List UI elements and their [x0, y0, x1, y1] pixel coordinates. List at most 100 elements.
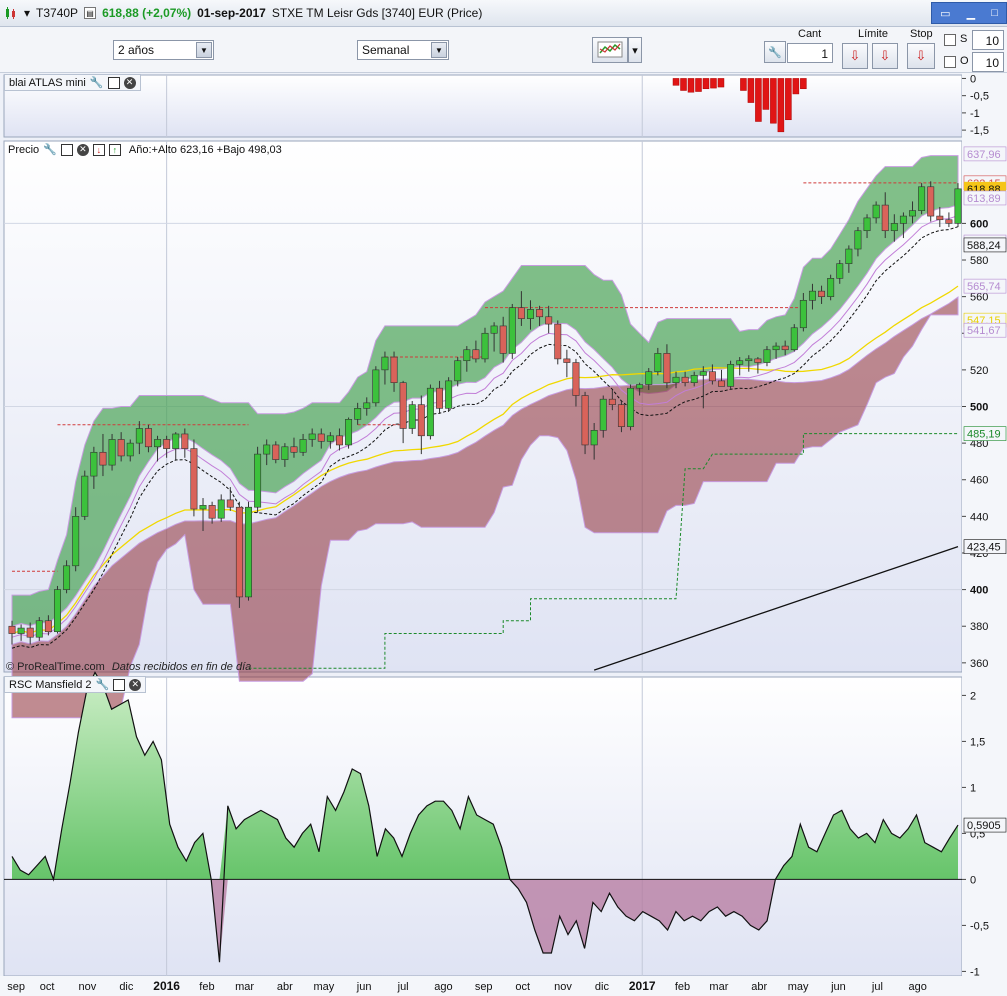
rsc-tick-label: 1 — [970, 782, 976, 794]
price-tick-label: 600 — [970, 218, 988, 230]
atlas-bar — [695, 78, 702, 92]
candle — [408, 401, 416, 434]
candle-body — [53, 589, 61, 633]
candle-body — [208, 505, 216, 519]
candle — [781, 340, 789, 356]
ticker-symbol: T3740P — [36, 6, 79, 20]
x-tick-label: nov — [554, 981, 572, 993]
atlas-bar — [687, 78, 695, 93]
wrench-icon[interactable]: 🔧 — [95, 679, 110, 691]
x-tick-label: dic — [119, 981, 134, 993]
candle — [526, 300, 534, 330]
candle — [199, 498, 207, 532]
candle-body — [326, 435, 334, 442]
close-icon[interactable]: ✕ — [76, 143, 89, 156]
atlas-bar — [717, 78, 725, 88]
candle-body — [617, 404, 625, 427]
candle-body — [854, 230, 862, 250]
candle — [763, 346, 771, 367]
quantity-input[interactable]: 1 — [787, 43, 833, 63]
candle — [563, 349, 571, 378]
price-tick-label: 580 — [970, 255, 988, 267]
order-settings-button[interactable]: 🔧 — [764, 41, 786, 63]
x-tick-label: jun — [356, 981, 372, 993]
chevron-down-icon[interactable]: ▼ — [431, 42, 447, 58]
candle — [481, 327, 489, 363]
candle — [272, 441, 280, 464]
sell-arrow-icon[interactable]: ↓ — [92, 143, 105, 156]
cant-label: Cant — [798, 28, 822, 40]
atlas-bar — [800, 78, 807, 90]
candle — [235, 501, 243, 608]
candle-body — [63, 565, 71, 590]
close-icon[interactable]: ✕ — [129, 678, 142, 691]
x-tick-label: mar — [709, 981, 728, 993]
level-tag — [963, 237, 1007, 253]
candle — [845, 245, 853, 273]
x-tick-label: jul — [871, 981, 883, 993]
candle-body — [727, 364, 735, 387]
candle-body — [790, 327, 798, 351]
limit-sell-icon: ⇩ — [879, 48, 891, 63]
candle-body — [499, 325, 507, 354]
indicators-button[interactable] — [592, 37, 628, 63]
o-value-input[interactable]: 10 — [972, 52, 1004, 72]
wrench-icon[interactable]: 🔧 — [43, 144, 57, 156]
close-icon[interactable]: ✕ — [123, 76, 136, 89]
candle — [699, 366, 707, 409]
candle — [627, 384, 635, 431]
watermark: © ProRealTime.com Datos recibidos en fin… — [6, 661, 251, 673]
level-tag — [963, 539, 1007, 554]
minimize-icon[interactable]: ▁ — [966, 7, 976, 20]
interval-select[interactable]: Semanal ▼ — [357, 40, 449, 60]
window-icon[interactable] — [113, 678, 126, 691]
candle — [90, 446, 98, 489]
chevron-down-icon[interactable]: ▼ — [196, 42, 212, 58]
restore-icon[interactable]: ▭ — [940, 7, 951, 20]
buy-arrow-icon[interactable]: ↑ — [108, 143, 121, 156]
candle — [290, 437, 298, 458]
candle-body — [354, 408, 362, 420]
x-tick-label: may — [313, 981, 334, 993]
s-value-input[interactable]: 10 — [972, 30, 1004, 50]
window-icon[interactable] — [107, 76, 120, 89]
candle-body — [872, 204, 880, 219]
period-select[interactable]: 2 años ▼ — [113, 40, 214, 60]
candle — [372, 366, 380, 407]
candle — [663, 344, 671, 389]
candle — [490, 322, 498, 352]
candle — [390, 351, 398, 392]
candle — [863, 214, 871, 239]
atlas-bar — [672, 78, 680, 86]
x-tick-label: sep — [7, 981, 25, 993]
candle — [645, 368, 653, 391]
candle — [99, 433, 107, 477]
price-tick-label: 560 — [970, 292, 988, 304]
o-label: O — [960, 55, 969, 67]
s-checkbox[interactable] — [944, 34, 956, 46]
candle — [672, 371, 680, 389]
candle-body — [927, 186, 935, 217]
stop-order-button[interactable]: ⇩ — [907, 43, 935, 69]
candle-body — [8, 625, 16, 634]
limit-buy-button[interactable]: ⇩ — [842, 43, 868, 69]
candle — [217, 494, 225, 522]
level-tag — [963, 146, 1007, 162]
indicators-dropdown-button[interactable]: ▾ — [628, 37, 642, 63]
maximize-icon[interactable]: □ — [991, 7, 998, 19]
instrument-info-icon[interactable]: ▤ — [84, 7, 97, 19]
window-icon[interactable] — [60, 143, 73, 156]
candle — [181, 428, 189, 458]
wrench-icon[interactable]: 🔧 — [89, 77, 104, 89]
lower-red-band — [11, 296, 959, 719]
year-range-info: Año:+Alto 623,16 +Bajo 498,03 — [128, 143, 282, 156]
candle — [426, 384, 434, 440]
limit-sell-button[interactable]: ⇩ — [872, 43, 898, 69]
chevron-down-icon[interactable]: ▾ — [24, 6, 31, 20]
rsc-tick-label: 1,5 — [970, 736, 985, 748]
level-tag — [963, 278, 1007, 294]
o-checkbox[interactable] — [944, 56, 956, 68]
candle-body — [536, 309, 544, 318]
x-tick-label: may — [788, 981, 809, 993]
